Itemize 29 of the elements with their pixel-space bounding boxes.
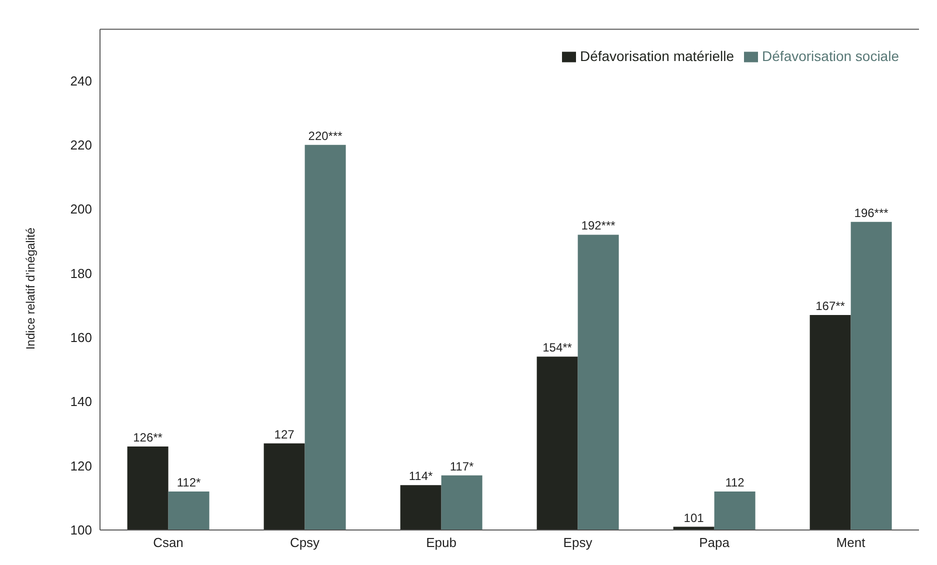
data-label: 101 <box>684 510 704 525</box>
x-tick-label: Cpsy <box>290 535 320 550</box>
x-tick-label: Papa <box>699 535 730 550</box>
legend-label: Défavorisation matérielle <box>580 48 734 64</box>
y-axis-title: Indice relatif d’inégalité <box>23 227 38 350</box>
data-label: 167** <box>816 298 846 313</box>
data-label: 112* <box>176 475 202 490</box>
data-label: 154** <box>542 340 572 355</box>
data-label: 112 <box>725 475 745 490</box>
y-tick-label: 160 <box>70 330 92 346</box>
y-tick-label: 180 <box>70 266 92 281</box>
x-tick-label: Epub <box>426 535 456 550</box>
y-tick-label: 200 <box>70 202 92 217</box>
data-label: 220*** <box>308 128 343 143</box>
y-tick-label: 120 <box>70 458 92 474</box>
y-tick-label: 240 <box>70 73 92 88</box>
data-label: 192*** <box>581 218 616 233</box>
data-label: 196*** <box>854 206 889 220</box>
legend-label: Défavorisation sociale <box>762 48 899 64</box>
data-label: 126** <box>133 430 163 445</box>
x-tick-label: Csan <box>153 535 184 550</box>
y-tick-label: 140 <box>70 394 92 410</box>
x-tick-label: Epsy <box>563 535 593 550</box>
data-label: 114* <box>408 469 434 484</box>
data-label: 127 <box>274 427 295 442</box>
y-tick-label: 100 <box>70 522 92 538</box>
y-tick-label: 220 <box>70 137 92 152</box>
data-label: 117* <box>450 459 474 474</box>
x-tick-label: Ment <box>836 535 866 550</box>
